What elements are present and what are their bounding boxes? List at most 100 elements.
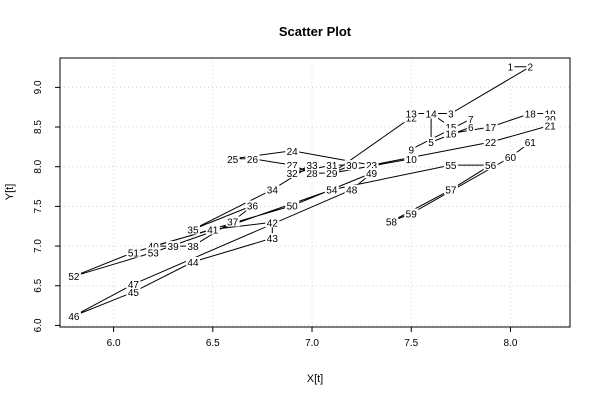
x-tick-label: 6.5: [206, 338, 220, 349]
point-label-bg: [543, 120, 558, 131]
point-label: 2: [528, 63, 534, 74]
point-label-bg: [285, 168, 300, 179]
point-label-bg: [364, 168, 379, 179]
point-label-bg: [404, 208, 419, 219]
point-label: 54: [326, 186, 338, 197]
point-label: 32: [287, 169, 299, 180]
point-label: 47: [128, 280, 140, 291]
point-label: 26: [247, 155, 259, 166]
point-label-bg: [424, 108, 439, 119]
point-label-bg: [407, 144, 416, 155]
point-label-bg: [205, 224, 220, 235]
point-label-bg: [523, 137, 538, 148]
point-label-bg: [466, 122, 475, 133]
point-label-bg: [344, 160, 359, 171]
point-label: 24: [287, 147, 299, 158]
point-label-bg: [506, 61, 515, 72]
point-label-bg: [225, 153, 240, 164]
point-label: 27: [287, 161, 299, 172]
point-label: 38: [187, 242, 199, 253]
point-label: 18: [525, 110, 537, 121]
point-label-bg: [245, 153, 260, 164]
point-label: 33: [306, 161, 318, 172]
y-axis: 6.0 6.5 7.0 7.5 8.0 8.5 9.0: [33, 80, 60, 332]
y-tick-label: 7.0: [33, 239, 44, 253]
point-label-bg: [185, 256, 200, 267]
point-label-bg: [126, 279, 141, 290]
point-label-bg: [483, 122, 498, 133]
y-tick-label: 9.0: [33, 80, 44, 94]
point-label: 46: [68, 312, 80, 323]
point-label: 29: [326, 169, 338, 180]
point-label-bg: [324, 168, 339, 179]
point-label-bg: [384, 216, 399, 227]
point-label-bg: [543, 108, 558, 119]
point-label: 53: [148, 248, 160, 259]
point-label-bg: [344, 184, 359, 195]
point-label: 31: [326, 161, 338, 172]
point-label-bg: [285, 160, 300, 171]
point-label: 35: [187, 225, 199, 236]
point-label: 49: [366, 169, 378, 180]
point-label: 6: [468, 123, 474, 134]
point-label: 44: [187, 258, 199, 269]
point-label: 51: [128, 248, 140, 259]
point-label-bg: [146, 247, 161, 258]
point-label-bg: [404, 108, 419, 119]
point-label: 43: [267, 234, 279, 245]
point-label: 41: [207, 225, 219, 236]
y-tick-label: 6.5: [33, 278, 44, 292]
point-label-bg: [503, 152, 518, 163]
point-label-bg: [265, 217, 280, 228]
plot-frame: [59, 57, 571, 328]
point-label: 55: [445, 161, 457, 172]
y-tick-label: 6.0: [33, 318, 44, 332]
point-label-bg: [466, 114, 475, 125]
point-label: 12: [406, 114, 418, 125]
point-label-bg: [364, 160, 379, 171]
point-label: 3: [448, 110, 454, 121]
x-tick-label: 7.5: [404, 338, 418, 349]
point-label-bg: [483, 160, 498, 171]
point-label-bg: [185, 224, 200, 235]
point-label-bg: [446, 108, 455, 119]
point-label: 30: [346, 161, 358, 172]
point-label-bg: [126, 287, 141, 298]
point-label: 56: [485, 161, 497, 172]
point-labels: 1234567891011121314151617181920212223242…: [66, 61, 558, 323]
point-label-bg: [305, 168, 320, 179]
chart-title: Scatter Plot: [279, 24, 352, 39]
point-label: 58: [386, 217, 398, 228]
point-label-bg: [285, 200, 300, 211]
point-label-bg: [324, 184, 339, 195]
point-label: 23: [366, 161, 378, 172]
y-tick-label: 8.5: [33, 120, 44, 134]
point-label-bg: [443, 128, 458, 139]
point-label-bg: [265, 233, 280, 244]
point-label-bg: [126, 247, 141, 258]
point-label: 59: [406, 210, 418, 221]
point-label: 13: [406, 110, 418, 121]
point-label-bg: [526, 61, 535, 72]
point-label: 50: [287, 202, 299, 213]
point-label-bg: [66, 271, 81, 282]
point-label: 61: [525, 138, 537, 149]
point-label: 22: [485, 138, 497, 149]
point-label-bg: [443, 160, 458, 171]
point-label: 25: [227, 155, 239, 166]
point-label-bg: [404, 153, 419, 164]
point-label: 17: [485, 123, 497, 134]
y-tick-label: 7.5: [33, 199, 44, 213]
point-label: 39: [168, 242, 180, 253]
point-label-bg: [324, 160, 339, 171]
x-axis: 6.0 6.5 7.0 7.5 8.0: [107, 327, 518, 349]
point-label: 60: [505, 153, 517, 164]
point-label-bg: [146, 241, 161, 252]
x-tick-label: 6.0: [107, 338, 121, 349]
point-label-bg: [543, 114, 558, 125]
point-label: 42: [267, 218, 279, 229]
point-label-bg: [443, 184, 458, 195]
point-label-bg: [166, 241, 181, 252]
point-label-bg: [305, 160, 320, 171]
point-label: 45: [128, 288, 140, 299]
